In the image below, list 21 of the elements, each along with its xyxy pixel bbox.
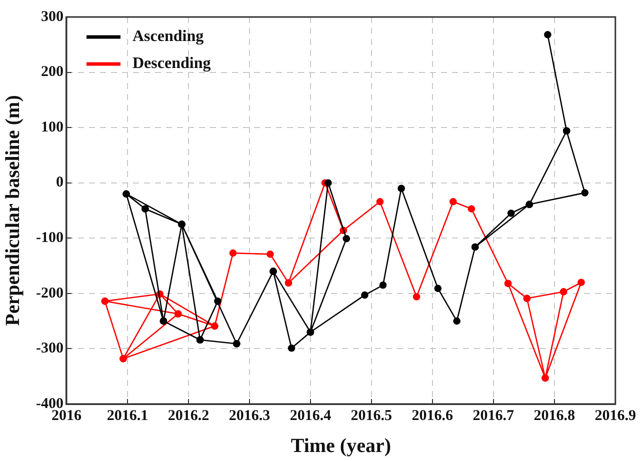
y-tick-label: -100 (36, 230, 64, 246)
legend-label: Descending (132, 55, 211, 72)
y-tick-label: -300 (36, 340, 64, 357)
x-tick-label: 2016.5 (350, 408, 392, 424)
x-tick-label: 2016.1 (106, 408, 148, 424)
x-tick-label: 2016.9 (594, 408, 636, 424)
y-tick-label: 0 (56, 174, 64, 191)
y-tick-label: -200 (36, 285, 64, 302)
x-axis-title: Time (year) (290, 435, 392, 458)
y-tick-label: 100 (40, 119, 64, 136)
y-tick-label: 300 (40, 8, 64, 25)
x-tick-label: 2016.6 (412, 408, 454, 424)
x-tick-label: 2016 (51, 408, 82, 424)
x-tick-label: 2016.7 (472, 408, 515, 424)
y-axis-title: Perpendicular baseline (m) (2, 95, 24, 326)
x-tick-label: 2016.8 (534, 408, 576, 424)
x-tick-label: 2016.2 (168, 408, 210, 424)
x-tick-label: 2016.4 (290, 408, 332, 424)
legend-label: Ascending (132, 28, 204, 46)
y-tick-label: 200 (40, 64, 64, 80)
x-tick-label: 2016.3 (228, 408, 270, 424)
